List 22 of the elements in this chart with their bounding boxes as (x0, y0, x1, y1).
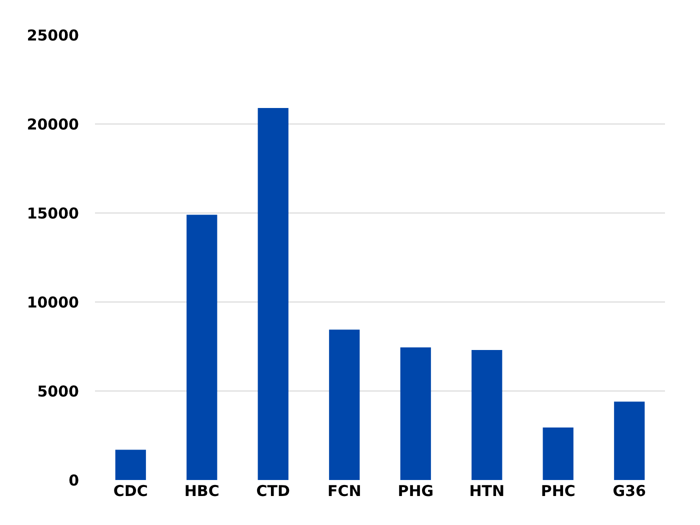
bar (115, 450, 146, 480)
y-tick-label: 20000 (26, 115, 79, 134)
x-tick-label: CDC (113, 482, 148, 500)
bar (472, 350, 502, 480)
x-tick-label: G36 (612, 482, 646, 500)
x-tick-label: PHG (398, 482, 434, 500)
x-tick-label: PHC (540, 482, 576, 500)
x-tick-label: CTD (256, 482, 290, 500)
bar (258, 108, 288, 480)
bar (542, 427, 574, 480)
x-tick-label: HBC (184, 482, 220, 500)
y-tick-label: 0 (68, 471, 79, 490)
y-tick-label: 15000 (26, 204, 79, 222)
bar (614, 402, 645, 480)
bar (329, 330, 360, 480)
y-tick-label: 25000 (26, 26, 79, 44)
bar (186, 214, 218, 480)
bar (400, 347, 431, 480)
x-tick-label: HTN (469, 482, 505, 500)
x-tick-label: FCN (327, 482, 362, 500)
y-tick-label: 10000 (26, 293, 79, 312)
y-tick-label: 5000 (37, 382, 79, 400)
